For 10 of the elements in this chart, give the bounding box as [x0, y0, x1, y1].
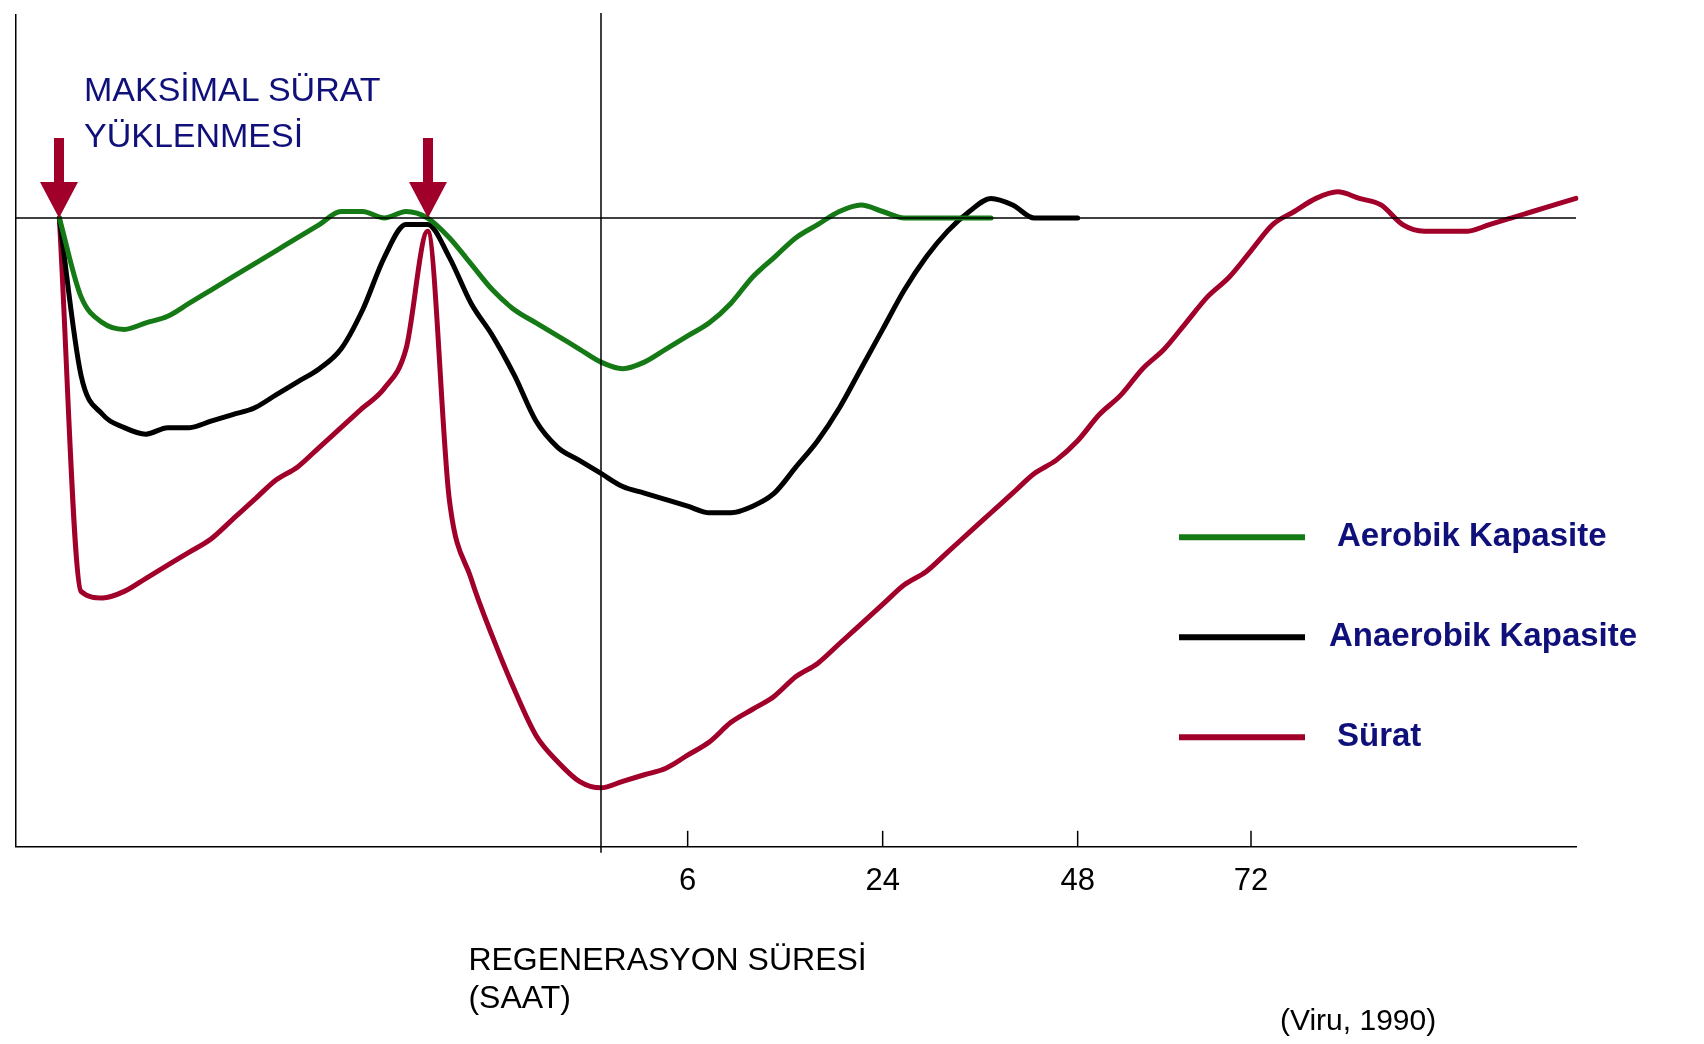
x-tick-label: 24 — [865, 861, 900, 897]
x-tick-label: 48 — [1060, 861, 1095, 897]
text: MAKSİMAL SÜRAT YÜKLENMESİ — [84, 70, 381, 155]
x-tick-label: 72 — [1233, 861, 1269, 897]
legend-label: Aerobik Kapasite — [1337, 516, 1607, 554]
x-tick-label: 6 — [679, 861, 697, 897]
legend-label: Anaerobik Kapasite — [1329, 616, 1638, 654]
text: (Viru, 1990) — [1280, 1003, 1437, 1037]
legend-label: Sürat — [1337, 716, 1422, 754]
x-axis-title: REGENERASYON SÜRESİ (SAAT) — [468, 940, 867, 1015]
